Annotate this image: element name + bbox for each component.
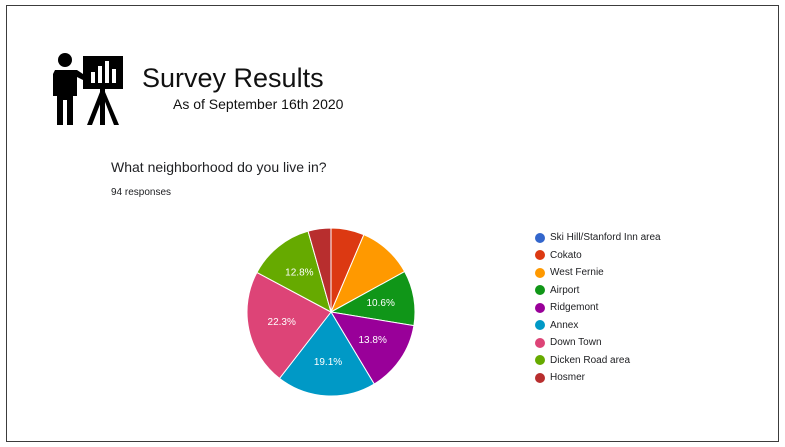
- pie-data-label: 10.6%: [366, 298, 394, 309]
- legend-label: Annex: [550, 319, 579, 331]
- pie-data-label: 13.8%: [359, 335, 387, 346]
- legend-label: West Fernie: [550, 267, 604, 279]
- pie-slice-hosmer: [307, 227, 332, 313]
- legend-label: Hosmer: [550, 372, 586, 384]
- pie-slice-annex: [278, 311, 375, 397]
- legend-item[interactable]: Down Town: [535, 334, 661, 352]
- legend-swatch: [535, 285, 545, 296]
- legend-item[interactable]: Ski Hill/Stanford Inn area: [535, 229, 661, 247]
- chart-title: What neighborhood do you live in?: [111, 159, 327, 175]
- pie-data-label: 19.1%: [314, 357, 342, 368]
- legend-label: Airport: [550, 284, 580, 296]
- legend-swatch: [535, 232, 545, 243]
- legend-label: Ski Hill/Stanford Inn area: [550, 232, 661, 244]
- legend-swatch: [535, 337, 545, 348]
- pie-slice-down-town: [246, 271, 332, 380]
- chart-legend: Ski Hill/Stanford Inn area Cokato West Fer…: [535, 229, 661, 387]
- slide: Survey Results As of September 16th 2020…: [6, 5, 779, 442]
- legend-item[interactable]: Cokato: [535, 247, 661, 265]
- legend-item[interactable]: Airport: [535, 282, 661, 300]
- legend-label: Cokato: [550, 249, 582, 261]
- legend-label: Down Town: [550, 337, 602, 349]
- legend-swatch: [535, 372, 545, 383]
- legend-item[interactable]: Annex: [535, 317, 661, 335]
- legend-swatch: [535, 355, 545, 366]
- legend-item[interactable]: Ridgemont: [535, 299, 661, 317]
- presentation-icon: [53, 53, 123, 125]
- pie-chart: 10.6% 13.8% 19.1% 22.3% 12.8%: [246, 227, 416, 397]
- legend-item[interactable]: Hosmer: [535, 369, 661, 387]
- legend-label: Dicken Road area: [550, 354, 631, 366]
- pie-slice-ridgemont: [330, 311, 415, 385]
- legend-swatch: [535, 267, 545, 278]
- legend-item[interactable]: West Fernie: [535, 264, 661, 282]
- pie-data-label: 22.3%: [268, 317, 296, 328]
- pie-slice-dicken-road-area: [256, 230, 332, 313]
- legend-label: Ridgemont: [550, 302, 599, 314]
- legend-swatch: [535, 320, 545, 331]
- page-title: Survey Results: [142, 63, 324, 93]
- response-count: 94 responses: [111, 187, 172, 198]
- legend-swatch: [535, 302, 545, 313]
- pie-data-label: 12.8%: [285, 267, 313, 278]
- legend-swatch: [535, 250, 545, 261]
- page-subtitle: As of September 16th 2020: [173, 96, 344, 112]
- legend-item[interactable]: Dicken Road area: [535, 352, 661, 370]
